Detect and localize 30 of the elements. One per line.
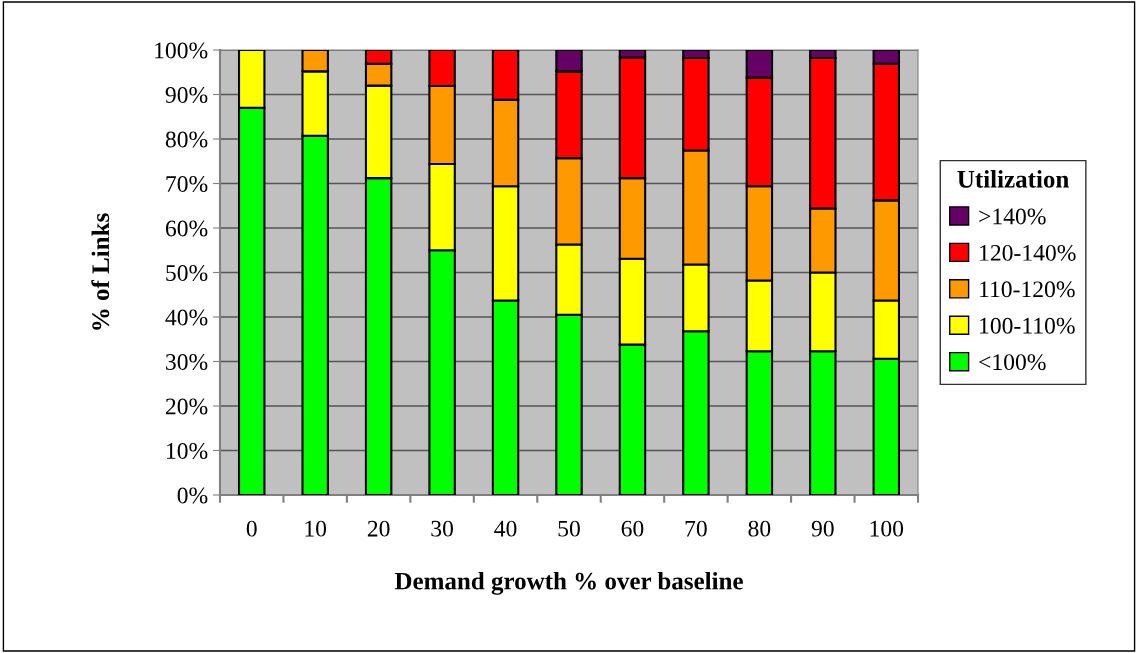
y-tick-label: 10% [166,442,208,459]
x-tick-label: 80 [748,520,771,537]
y-tick-label: 0% [177,487,208,504]
x-tick-label: 70 [685,520,707,537]
y-tick-label: 60% [165,220,208,237]
legend-label: 100-110% [980,317,1075,334]
y-tick-label: 90% [165,86,208,103]
legend-label: <100% [979,354,1046,371]
x-axis-title: Demand growth % over baseline [394,571,743,595]
y-axis-title: % of Links [91,213,110,330]
legend-label: >140% [979,208,1046,225]
x-tick-label: 100 [870,520,904,537]
legend-label: 120-140% [980,244,1076,261]
x-tick-label: 50 [558,520,580,537]
x-tick-label: 20 [367,520,390,537]
y-tick-label: 40% [165,309,208,326]
legend-title: Utilization [957,170,1069,188]
y-tick-label: 70% [166,175,208,192]
x-tick-label: 60 [621,520,644,537]
y-tick-label: 50% [166,264,208,281]
y-tick-label: 100% [155,42,208,59]
y-tick-label: 20% [165,398,208,415]
x-tick-label: 40 [494,520,517,537]
x-tick-label: 0 [246,520,257,537]
x-tick-label: 10 [305,520,327,537]
legend-label: 110-120% [980,281,1075,298]
x-tick-label: 30 [431,520,453,537]
y-tick-label: 80% [165,131,208,148]
y-tick-label: 30% [166,353,208,370]
x-tick-label: 90 [811,520,834,537]
